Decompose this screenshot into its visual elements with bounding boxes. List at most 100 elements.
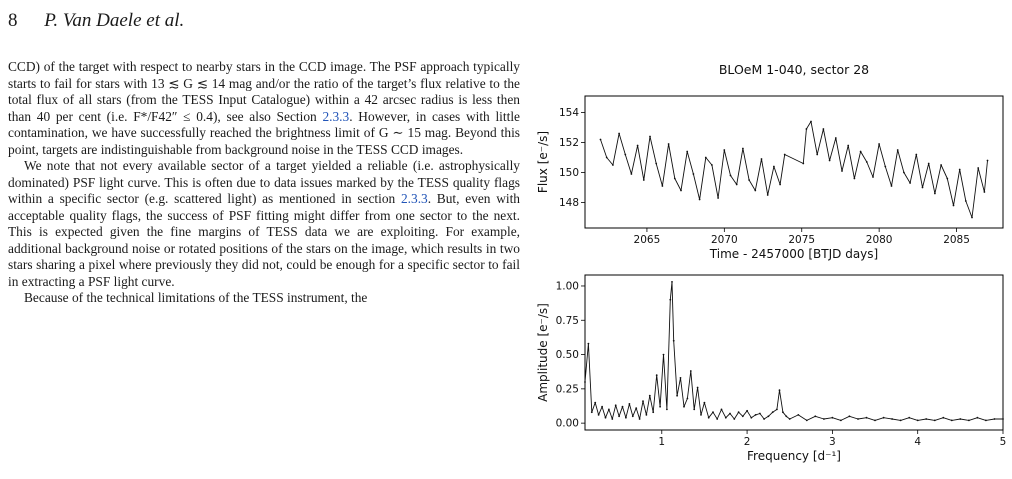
data-point bbox=[667, 143, 670, 145]
page-number: 8 bbox=[8, 10, 18, 31]
data-point bbox=[874, 419, 876, 422]
data-point bbox=[968, 419, 970, 422]
data-point bbox=[810, 120, 812, 123]
x-tick-label: 2065 bbox=[634, 234, 661, 246]
data-point bbox=[630, 173, 633, 175]
data-point bbox=[814, 415, 817, 418]
data-point bbox=[608, 408, 610, 411]
data-point bbox=[859, 150, 862, 153]
light-curve-chart: BLOeM 1-040, sector 28 2065 2070 2075 2080 20… bbox=[536, 62, 1004, 261]
running-header: 8 P. Van Daele et al. bbox=[8, 10, 184, 32]
data-point bbox=[696, 386, 699, 389]
data-point bbox=[952, 204, 955, 207]
data-point bbox=[741, 415, 744, 418]
data-point bbox=[707, 416, 710, 419]
data-point bbox=[771, 411, 774, 414]
data-point bbox=[834, 137, 837, 139]
data-point bbox=[986, 159, 989, 162]
x-tick-label: 2085 bbox=[943, 234, 970, 246]
x-axis-label: Frequency [d⁻¹] bbox=[747, 449, 841, 463]
y-axis-label: Amplitude [e⁻/s] bbox=[536, 303, 550, 402]
data-point bbox=[679, 377, 682, 379]
data-point bbox=[909, 182, 911, 184]
data-point bbox=[605, 156, 608, 159]
x-tick-label: 2075 bbox=[788, 234, 815, 246]
data-point bbox=[767, 415, 770, 418]
plot-frame bbox=[584, 274, 1004, 431]
data-point bbox=[847, 144, 850, 147]
data-point bbox=[882, 416, 885, 419]
paragraph-2-text-a: We note that not every available sector … bbox=[8, 158, 520, 206]
body-text-column: CCD) of the target with respect to nearb… bbox=[8, 59, 520, 307]
data-point bbox=[712, 411, 714, 414]
data-point bbox=[916, 419, 919, 422]
data-point bbox=[805, 419, 808, 422]
series-line bbox=[584, 281, 1003, 421]
data-point bbox=[625, 416, 627, 419]
y-tick-label: 0.25 bbox=[556, 383, 579, 395]
running-title: P. Van Daele et al. bbox=[44, 10, 185, 31]
data-point bbox=[865, 416, 868, 419]
data-point bbox=[700, 414, 702, 416]
data-point bbox=[645, 414, 648, 416]
data-point bbox=[766, 194, 769, 196]
data-point bbox=[729, 174, 732, 177]
data-point bbox=[763, 418, 765, 420]
data-point bbox=[746, 409, 748, 412]
data-point bbox=[1002, 418, 1004, 420]
x-tick-label: 3 bbox=[829, 436, 836, 448]
data-point bbox=[759, 412, 761, 415]
data-point bbox=[993, 418, 996, 420]
data-point bbox=[614, 404, 617, 407]
figure-panel: BLOeM 1-040, sector 28 2065 2070 2075 2080 20… bbox=[525, 55, 1012, 479]
data-point bbox=[733, 418, 736, 420]
data-point bbox=[773, 165, 775, 168]
data-point bbox=[671, 281, 673, 283]
data-point bbox=[604, 416, 607, 419]
data-point bbox=[816, 153, 819, 156]
data-point bbox=[848, 415, 851, 418]
data-point bbox=[857, 418, 859, 420]
data-point bbox=[673, 177, 676, 180]
data-point bbox=[686, 397, 689, 400]
data-point bbox=[878, 143, 880, 145]
data-point bbox=[590, 411, 593, 414]
data-point bbox=[964, 200, 967, 202]
x-tick-label: 2 bbox=[744, 436, 751, 448]
data-point bbox=[783, 153, 786, 156]
data-point bbox=[788, 418, 791, 420]
data-point bbox=[661, 185, 664, 187]
data-point bbox=[760, 158, 763, 160]
data-point bbox=[599, 138, 602, 141]
section-link[interactable]: 2.3.3 bbox=[400, 191, 428, 206]
x-tick-label: 2070 bbox=[711, 234, 738, 246]
data-point bbox=[754, 189, 757, 192]
paragraph-1: CCD) of the target with respect to nearb… bbox=[8, 59, 520, 158]
data-point bbox=[934, 192, 936, 195]
data-point bbox=[776, 408, 778, 411]
data-point bbox=[649, 135, 651, 138]
data-point bbox=[720, 408, 723, 411]
data-point bbox=[618, 132, 620, 135]
data-point bbox=[950, 419, 953, 422]
data-point bbox=[628, 403, 631, 405]
data-point bbox=[624, 153, 627, 156]
data-point bbox=[865, 161, 868, 163]
y-tick-label: 0.00 bbox=[556, 418, 579, 430]
y-tick-label: 0.50 bbox=[556, 349, 579, 361]
data-point bbox=[946, 177, 949, 180]
data-point bbox=[927, 162, 930, 165]
section-link[interactable]: 2.3.3 bbox=[322, 108, 350, 124]
data-point bbox=[985, 419, 987, 422]
data-point bbox=[742, 147, 744, 150]
periodogram-chart: 1 2 3 4 5 0.00 0.25 0.50 0.75 1.00 Frequency [d⁻¹]… bbox=[536, 274, 1007, 463]
data-point bbox=[841, 170, 843, 172]
data-point bbox=[601, 405, 603, 408]
data-point bbox=[959, 418, 962, 420]
data-point bbox=[940, 164, 942, 166]
x-tick-label: 2080 bbox=[866, 234, 893, 246]
paragraph-3: Because of the technical limitations of … bbox=[8, 290, 520, 307]
data-point bbox=[779, 183, 781, 186]
data-point bbox=[785, 415, 788, 418]
x-tick-label: 5 bbox=[1000, 436, 1007, 448]
